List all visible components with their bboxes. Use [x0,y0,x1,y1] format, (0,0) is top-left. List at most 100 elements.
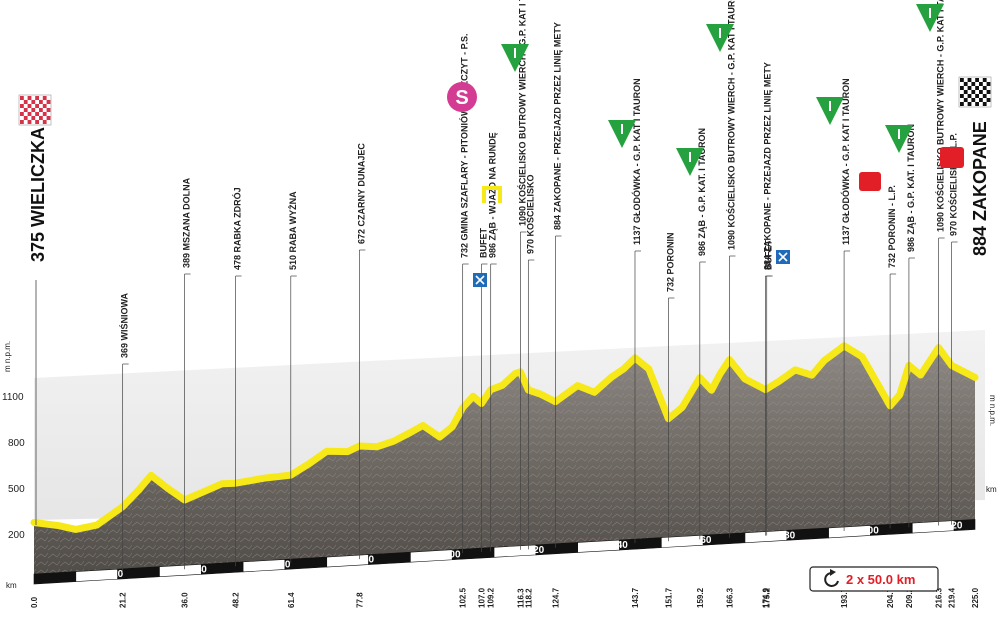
km-axis-label: km [6,581,17,590]
checkpoint: 510 RABA WYŻNA 61.4 [287,191,298,608]
terrain-texture [34,345,975,578]
checkpoint-label: 970 KOŚCIELISKO [524,174,535,254]
kom-markers [501,4,944,176]
checkpoint-km: 36.0 [181,592,190,608]
checkpoint-label: 884 ZAKOPANE - PRZEJAZD PRZEZ LINIĘ METY [553,22,563,230]
checkpoint: 970 KOŚCIELISKO - L.P. 219.4 [948,133,959,608]
y-tick-200: 200 [8,530,25,541]
checkpoint-km: 109.2 [487,587,496,608]
laps-text: 2 x 50.0 km [846,572,915,587]
checkpoint-label: 369 WIŚNIOWA [119,292,130,358]
checkpoint-km: 0.0 [30,596,39,608]
checkpoint-km: 204.7 [886,587,895,608]
elevation-axis-left: 1100 800 500 200 m n.p.m. km [2,341,25,590]
km-tick-180: 180 [778,530,795,541]
checkpoint: 986 ZĄB - G.P. KAT. I TAURON 159.2 [696,128,707,608]
checkpoint-km: 143.7 [631,587,640,608]
checkpoint-km: 48.2 [232,592,241,608]
km-tick-60: 60 [279,559,291,570]
checkpoint-km: 118.2 [524,588,533,608]
mountain-prize-triangle-icon [816,97,844,125]
checkpoint-label: 986 ZĄB - G.P. KAT. I TAURON [906,124,916,252]
checkpoint-km: 216.3 [935,587,944,608]
mountain-prize-triangle-icon [706,24,734,52]
checkpoint-label: 672 CZARNY DUNAJEC [356,143,366,244]
checkpoint-label: 1137 GŁODÓWKA - G.P. KAT I TAURON [840,78,851,245]
checkpoint-label: 986 ZĄB - WJAZD NA RUNDĘ [488,132,498,258]
circuit-entry-icon [482,186,502,203]
km-tick-200: 200 [862,525,879,536]
checkpoint-km: 116.3 [516,588,525,608]
checkpoint-km: 77.8 [355,592,364,608]
checkpoint: 1090 KOŚCIELISKO BUTROWY WIERCH - G.P. K… [726,0,737,608]
checkpoint: 732 PORONIN 151.7 [664,232,675,608]
checkpoint: BUFET 107.0 [477,228,488,608]
laps-box: 2 x 50.0 km [809,566,939,592]
checkpoint-label: 884 ZAKOPANE - PRZEJAZD PRZEZ LINIĘ METY [762,62,772,270]
mountain-prize-triangle-icon [608,120,636,148]
checkpoint-km: 21.2 [119,592,128,608]
checkpoint: 225.0 [971,587,980,608]
y-tick-500: 500 [8,484,25,495]
checkpoint-km: 159.2 [696,587,705,608]
mountain-prize-triangle-icon [501,44,529,72]
finish-label: 884 ZAKOPANE [970,121,990,256]
checkpoint: 478 RABKA ZDRÓJ 48.2 [232,187,243,608]
km-tick-80: 80 [363,555,375,566]
km-tick-120: 120 [528,545,545,556]
checkpoint: 986 ZĄB - G.P. KAT. I TAURON 209.2 [905,124,916,608]
km-tick-40: 40 [196,564,208,575]
checkpoint: 389 MSZANA DOLNA 36.0 [181,177,192,608]
checkered-red-flag-icon [18,94,52,126]
checkpoint: 369 WIŚNIOWA 21.2 [119,292,130,608]
km-axis-label-right: km [986,485,997,494]
checkpoint: 970 KOŚCIELISKO 118.2 [524,174,535,608]
y-unit-right: m n.p.m. [988,395,997,426]
checkpoint-km: 61.4 [287,592,296,608]
km-tick-100: 100 [444,550,461,561]
checkpoint-label: 1090 KOŚCIELISKO BUTROWY WIERCH - G.P. K… [935,0,946,232]
sprint-icon: S [447,82,477,112]
checkpoint-km: 193.7 [840,587,849,608]
km-tick-160: 160 [695,535,712,546]
checkpoint-km: 175.2 [763,587,772,608]
checkpoint-label: BUFET [764,240,774,270]
mountain-prize-triangle-icon [916,4,944,32]
km-scale-band: 20 40 60 80 100 120 140 160 180 200 220 [33,519,976,585]
checkpoint: 1137 GŁODÓWKA - G.P. KAT I TAURON 143.7 [631,78,642,608]
start-marker: 375 WIELICZKA [18,94,52,525]
checkpoint-label: 970 KOŚCIELISKO - L.P. [948,133,959,236]
checkpoint: 986 ZĄB - WJAZD NA RUNDĘ 109.2 [487,132,498,608]
checkpoint-label: 1090 KOŚCIELISKO BUTROWY WIERCH - G.P. K… [516,0,527,226]
feed-zone-icon [776,250,790,264]
checkpoint: 672 CZARNY DUNAJEC 77.8 [355,143,366,608]
checkpoint-km: 102.5 [459,587,468,608]
checkpoint-label: 732 GMINA SZAFLARY - PITONIÓWKA SZCZYT -… [459,33,470,258]
checkered-black-flag-icon [958,76,992,108]
checkpoint: 732 PORONIN - L.P. 204.7 [886,185,897,608]
checkpoint: 732 GMINA SZAFLARY - PITONIÓWKA SZCZYT -… [459,33,470,608]
checkpoint-km: 174.9 [761,587,770,608]
checkpoint: 1090 KOŚCIELISKO BUTROWY WIERCH - G.P. K… [516,0,527,608]
start-label: 375 WIELICZKA [28,127,48,262]
checkpoint-labels: 0.0 369 WIŚNIOWA 21.2 389 MSZANA DOLNA 36.0 4… [30,0,980,608]
checkpoint-label: 732 PORONIN [665,232,675,292]
bonus-sprint-square-icon [859,172,881,191]
checkpoint-km: 151.7 [664,587,673,608]
checkpoint-label: 986 ZĄB - G.P. KAT. I TAURON [697,128,707,256]
km-tick-140: 140 [611,540,628,551]
loop-arrow-icon [824,569,839,587]
checkpoint: 1090 KOŚCIELISKO BUTROWY WIERCH - G.P. K… [935,0,946,608]
checkpoint: 1137 GŁODÓWKA - G.P. KAT I TAURON 193.7 [840,78,851,608]
km-tick-20: 20 [112,569,124,580]
checkpoint-km: 124.7 [552,587,561,608]
checkpoint-label: 1090 KOŚCIELISKO BUTROWY WIERCH - G.P. K… [726,0,737,250]
elevation-axis-right: m n.p.m. km [986,395,997,494]
y-tick-800: 800 [8,438,25,449]
checkpoint-label: BUFET [478,228,488,258]
checkpoint-label: 732 PORONIN - L.P. [887,185,897,268]
bonus-sprint-square-icon [940,147,964,168]
checkpoint-label: 389 MSZANA DOLNA [182,177,192,268]
